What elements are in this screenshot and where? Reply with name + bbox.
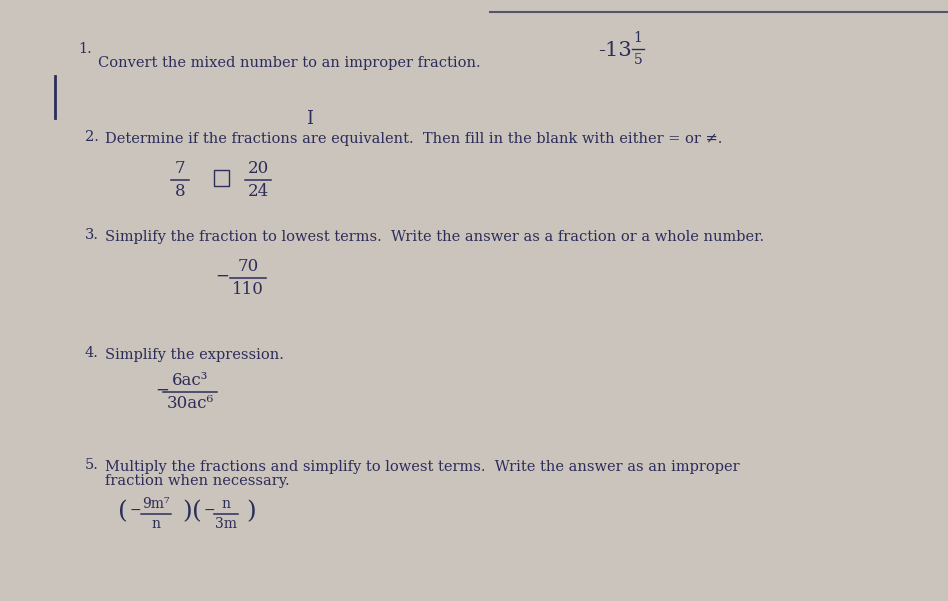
Text: 3m: 3m — [215, 517, 237, 531]
Text: 6ac³: 6ac³ — [172, 371, 209, 389]
Text: 20: 20 — [247, 160, 268, 177]
Text: 1.: 1. — [78, 42, 92, 56]
Text: I: I — [306, 110, 314, 128]
Text: −: − — [215, 267, 228, 284]
Text: 8: 8 — [174, 183, 185, 200]
Text: Determine if the fractions are equivalent.  Then fill in the blank with either =: Determine if the fractions are equivalen… — [105, 132, 722, 146]
Text: 9m⁷: 9m⁷ — [142, 497, 170, 511]
Text: fraction when necessary.: fraction when necessary. — [105, 474, 290, 488]
Text: 5: 5 — [633, 53, 643, 67]
Text: 7: 7 — [174, 160, 185, 177]
Text: n: n — [152, 517, 160, 531]
Text: Convert the mixed number to an improper fraction.: Convert the mixed number to an improper … — [98, 56, 481, 70]
Text: 110: 110 — [232, 281, 264, 298]
Bar — [214, 170, 229, 186]
Text: 3.: 3. — [85, 228, 99, 242]
Text: Simplify the expression.: Simplify the expression. — [105, 348, 283, 362]
Text: 4.: 4. — [85, 346, 99, 360]
Text: −: − — [130, 503, 141, 517]
Text: 1: 1 — [633, 31, 643, 45]
Text: (: ( — [192, 501, 202, 523]
Text: n: n — [222, 497, 230, 511]
Text: −: − — [155, 382, 169, 398]
Text: Simplify the fraction to lowest terms.  Write the answer as a fraction or a whol: Simplify the fraction to lowest terms. W… — [105, 230, 764, 244]
Text: Multiply the fractions and simplify to lowest terms.  Write the answer as an imp: Multiply the fractions and simplify to l… — [105, 460, 739, 474]
Text: ): ) — [182, 501, 191, 523]
Text: -13: -13 — [598, 40, 631, 59]
Text: (: ( — [118, 501, 128, 523]
Text: ): ) — [246, 501, 256, 523]
Text: 24: 24 — [247, 183, 268, 200]
Text: 2.: 2. — [85, 130, 99, 144]
Text: 30ac⁶: 30ac⁶ — [167, 395, 213, 412]
Text: 5.: 5. — [85, 458, 99, 472]
Text: −: − — [204, 503, 215, 517]
Text: 70: 70 — [237, 258, 259, 275]
